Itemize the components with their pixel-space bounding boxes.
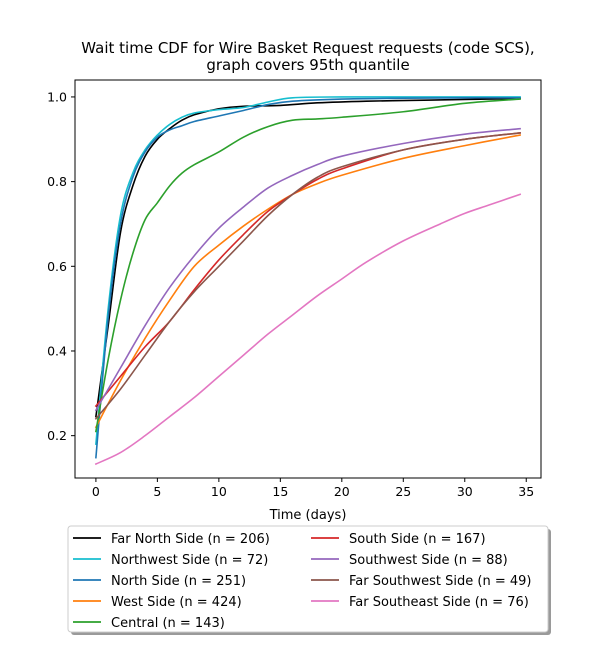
y-tick-label: 0.2 <box>47 428 67 443</box>
legend-label-4: Central (n = 143) <box>111 616 225 631</box>
legend: Far North Side (n = 206) Northwest Side (… <box>67 525 551 635</box>
x-tick-label: 25 <box>395 484 411 499</box>
x-tick-label: 35 <box>518 484 534 499</box>
legend-label-3: West Side (n = 424) <box>111 595 242 610</box>
legend-label-7: Far Southwest Side (n = 49) <box>349 574 531 589</box>
series-line-2 <box>95 96 521 459</box>
legend-box <box>67 525 549 633</box>
legend-label-8: Far Southeast Side (n = 76) <box>349 595 529 610</box>
legend-label-2: North Side (n = 251) <box>111 574 246 589</box>
x-tick-label: 15 <box>272 484 288 499</box>
x-tick-label: 5 <box>153 484 161 499</box>
x-tick-label: 20 <box>334 484 350 499</box>
legend-label-6: Southwest Side (n = 88) <box>349 553 508 568</box>
plot-lines <box>94 96 522 466</box>
x-tick-label: 10 <box>211 484 227 499</box>
y-tick-label: 0.6 <box>47 259 67 274</box>
series-line-1 <box>95 96 521 445</box>
y-tick-label: 0.4 <box>47 343 67 358</box>
x-tick-label: 30 <box>457 484 473 499</box>
x-axis-label: Time (days) <box>269 508 347 523</box>
series-line-6 <box>94 127 521 412</box>
chart-title-line-1: Wait time CDF for Wire Basket Request re… <box>81 39 534 57</box>
series-line-0 <box>95 97 521 418</box>
series-line-3 <box>94 134 522 429</box>
y-axis: 0.2 0.4 0.6 0.8 1.0 <box>47 89 75 443</box>
chart-title-line-2: graph covers 95th quantile <box>206 56 409 74</box>
plot-frame <box>74 79 542 479</box>
y-tick-label: 0.8 <box>47 174 67 189</box>
legend-label-1: Northwest Side (n = 72) <box>111 553 268 568</box>
x-tick-label: 0 <box>92 484 100 499</box>
legend-label-5: South Side (n = 167) <box>349 532 486 547</box>
legend-label-0: Far North Side (n = 206) <box>111 532 270 547</box>
y-tick-label: 1.0 <box>47 89 67 104</box>
series-line-4 <box>94 98 521 433</box>
x-axis: 0 5 10 15 20 25 30 35 <box>92 478 534 499</box>
series-line-8 <box>94 193 522 466</box>
series-line-7 <box>94 132 521 420</box>
